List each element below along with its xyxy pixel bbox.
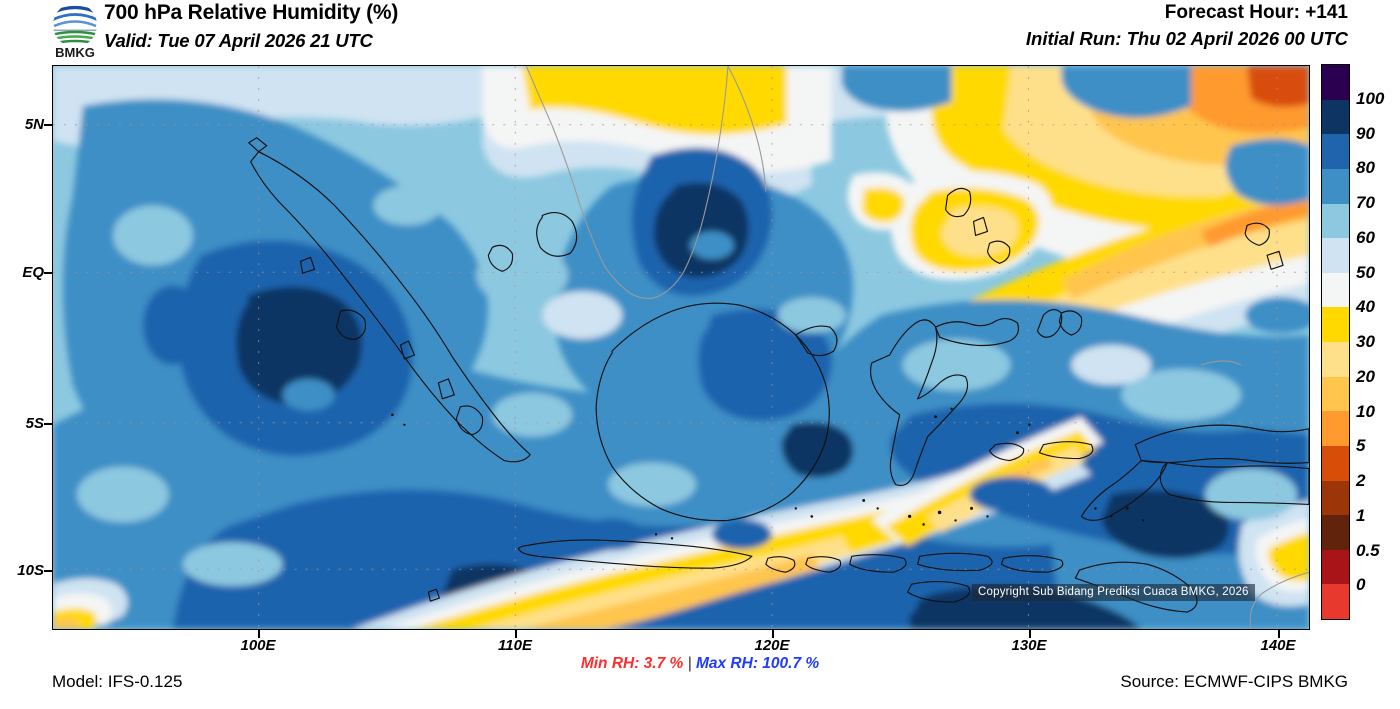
colorbar-tick-100: 100 <box>1356 88 1385 108</box>
bmkg-logo: BMKG <box>53 3 97 60</box>
island-speckle <box>391 407 1145 540</box>
humidity-field <box>53 66 1309 629</box>
lat-label-eq: EQ <box>22 264 44 281</box>
lon-label-120e: 120E <box>754 637 790 654</box>
stats-separator: | <box>687 655 692 672</box>
colorbar-band-3 <box>1322 168 1349 204</box>
colorbar-tick-30: 30 <box>1356 332 1375 351</box>
colorbar-band-11 <box>1322 445 1349 481</box>
colorbar-tick-5: 5 <box>1356 436 1366 456</box>
lat-label-5s: 5S <box>25 415 44 432</box>
colorbar-tick-80: 80 <box>1356 158 1375 178</box>
colorbar-band-6 <box>1322 272 1349 308</box>
lon-label-140e: 140E <box>1260 637 1296 654</box>
colorbar-band-12 <box>1322 480 1349 516</box>
colorbar-tick-60: 60 <box>1356 227 1375 247</box>
colorbar-band-8 <box>1322 342 1349 377</box>
lon-label-100e: 100E <box>240 637 276 654</box>
colorbar-tick-0-5: 0.5 <box>1356 540 1380 560</box>
lon-label-130e: 130E <box>1011 637 1047 654</box>
header-right: Forecast Hour: +141 Initial Run: Thu 02 … <box>728 0 1348 52</box>
lat-tick-10s <box>44 570 52 572</box>
colorbar-band-1 <box>1322 99 1349 135</box>
lat-tick-eq <box>44 272 52 274</box>
lon-tick-120e <box>772 630 774 638</box>
colorbar-tick-40: 40 <box>1356 297 1375 317</box>
colorbar-tick-70: 70 <box>1356 193 1375 212</box>
header-left: BMKG 700 hPa Relative Humidity (%) Valid… <box>40 0 740 60</box>
source-label: Source: ECMWF-CIPS BMKG <box>1120 672 1348 691</box>
graticule <box>53 66 1309 629</box>
page-title: 700 hPa Relative Humidity (%) <box>104 1 399 24</box>
colorbar-tick-labels: 100 90 80 70 60 50 40 30 20 10 5 2 1 0.5 0 <box>1356 64 1400 620</box>
valid-time-label: Valid: Tue 07 April 2026 21 UTC <box>104 30 373 51</box>
logo-label: BMKG <box>55 45 95 60</box>
colorbar-tick-2: 2 <box>1356 471 1366 490</box>
lon-tick-100e <box>258 630 260 638</box>
colorbar-band-5 <box>1322 238 1349 273</box>
colorbar-tick-20: 20 <box>1356 366 1375 386</box>
colorbar-tick-90: 90 <box>1356 123 1375 143</box>
lon-tick-110e <box>515 630 517 638</box>
model-label: Model: IFS-0.125 <box>52 672 183 691</box>
colorbar-band-0 <box>1322 65 1349 100</box>
forecast-hour-label: Forecast Hour: +141 <box>1164 2 1348 23</box>
rh-stats: Min RH: 3.7 % | Max RH: 100.7 % <box>0 655 1400 673</box>
map-plot-area <box>52 65 1310 630</box>
initial-run-label: Initial Run: Thu 02 April 2026 00 UTC <box>1025 28 1348 49</box>
colorbar-band-14 <box>1322 549 1349 585</box>
lon-tick-130e <box>1029 630 1031 638</box>
colorbar-band-10 <box>1322 411 1349 446</box>
min-rh-value: Min RH: 3.7 % <box>580 655 684 672</box>
colorbar-band-9 <box>1322 376 1349 412</box>
colorbar-band-15 <box>1322 584 1349 619</box>
colorbar-band-7 <box>1322 307 1349 342</box>
copyright-watermark: Copyright Sub Bidang Prediksi Cuaca BMKG… <box>972 584 1255 601</box>
lat-tick-5s <box>44 423 52 425</box>
lon-label-110e: 110E <box>498 637 532 654</box>
max-rh-value: Max RH: 100.7 % <box>695 655 820 672</box>
lon-tick-140e <box>1278 630 1280 638</box>
colorbar-band-13 <box>1322 515 1349 550</box>
colorbar-tick-1: 1 <box>1356 505 1366 525</box>
lat-label-10s: 10S <box>17 562 44 579</box>
colorbar-tick-0: 0 <box>1356 575 1366 595</box>
colorbar-tick-10: 10 <box>1356 401 1375 421</box>
colorbar-tick-50: 50 <box>1356 262 1375 282</box>
coastlines <box>248 66 1309 629</box>
colorbar-band-4 <box>1322 203 1349 239</box>
lat-tick-5n <box>44 124 52 126</box>
colorbar-band-2 <box>1322 134 1349 169</box>
colorbar <box>1321 64 1350 620</box>
lat-label-5n: 5N <box>24 116 44 133</box>
